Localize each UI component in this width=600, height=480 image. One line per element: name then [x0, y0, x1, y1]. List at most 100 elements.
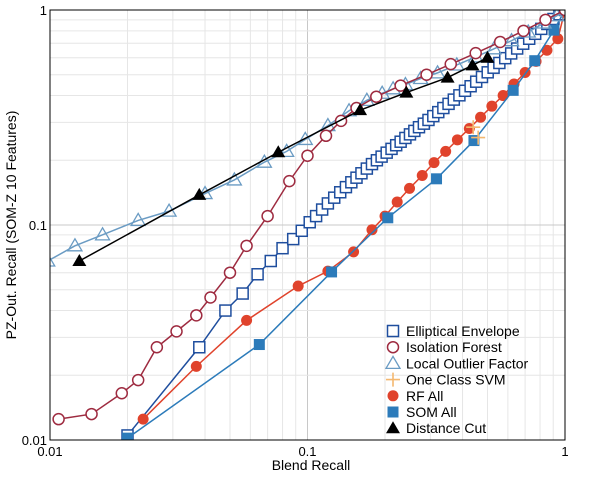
- y-tick-label: 0.1: [29, 218, 47, 233]
- isolation-forest-point: [150, 341, 164, 354]
- isolation-forest-point: [85, 407, 98, 421]
- legend-item-elliptical-envelope: Elliptical Envelope: [386, 323, 520, 339]
- distance-cut-point: [465, 58, 480, 71]
- elliptical-envelope-point: [251, 268, 264, 281]
- isolation-forest-point: [131, 373, 145, 387]
- rf-all-point: [541, 44, 553, 56]
- legend-som-all-label: SOM All: [406, 404, 457, 420]
- x-tick-label: 1: [561, 444, 568, 459]
- y-axis-label: PZ-Out. Recall (SOM-Z 10 Features): [3, 111, 19, 340]
- som-all-point: [529, 55, 541, 67]
- y-tick-label: 1: [40, 3, 47, 18]
- rf-all-point: [366, 224, 378, 236]
- isolation-forest-point: [115, 386, 129, 400]
- rf-all-point: [451, 134, 463, 146]
- isolation-forest-point: [539, 13, 552, 27]
- legend-rf-all-label: RF All: [406, 388, 443, 404]
- legend-one-class-svm-marker: [386, 372, 400, 387]
- distance-cut-point: [192, 187, 207, 200]
- legend-elliptical-envelope-label: Elliptical Envelope: [406, 323, 520, 339]
- legend-isolation-forest-marker: [386, 340, 400, 354]
- rf-all-point: [463, 123, 475, 135]
- legend-item-som-all: SOM All: [387, 404, 457, 420]
- legend-elliptical-envelope-marker: [386, 324, 400, 338]
- isolation-forest-point: [204, 291, 217, 304]
- distance-cut-point: [353, 103, 368, 116]
- distance-cut-point: [480, 50, 495, 63]
- rf-all-point: [190, 360, 202, 372]
- series-one-class-svm: [466, 120, 486, 145]
- isolation-forest-point: [283, 174, 296, 188]
- local-outlier-factor-point: [297, 131, 314, 146]
- isolation-forest-point: [334, 114, 348, 128]
- isolation-forest-point: [261, 209, 274, 223]
- distance-cut-point: [271, 145, 286, 158]
- legend-distance-cut-label: Distance Cut: [406, 420, 486, 436]
- elliptical-envelope-point: [286, 232, 300, 246]
- som-all-line: [127, 10, 565, 439]
- som-all-point: [253, 339, 265, 351]
- elliptical-envelope-point: [193, 341, 206, 354]
- legend-local-outlier-factor-marker: [384, 355, 402, 370]
- isolation-forest-point: [223, 266, 237, 279]
- distance-cut-point: [72, 254, 87, 267]
- isolation-forest-point: [558, 10, 565, 17]
- elliptical-envelope-point: [295, 224, 309, 238]
- legend-item-local-outlier-factor: Local Outlier Factor: [384, 355, 528, 371]
- local-outlier-factor-point: [130, 212, 147, 227]
- som-all-point: [122, 432, 134, 440]
- rf-all-point: [428, 157, 440, 169]
- rf-all-point: [404, 182, 416, 194]
- isolation-forest-point: [469, 46, 482, 60]
- rf-all-point: [475, 111, 487, 123]
- legend-item-one-class-svm: One Class SVM: [386, 372, 506, 388]
- legend-isolation-forest-label: Isolation Forest: [406, 339, 502, 355]
- rf-all-point: [241, 314, 253, 326]
- legend-item-rf-all: RF All: [387, 388, 443, 404]
- isolation-forest-point: [394, 79, 407, 92]
- legend-one-class-svm-label: One Class SVM: [406, 372, 506, 388]
- isolation-forest-point: [517, 24, 530, 38]
- distance-cut-point: [440, 70, 455, 83]
- rf-all-point: [137, 413, 149, 425]
- x-tick-label: 0.1: [298, 444, 316, 459]
- axis-ticks: 0.01 0.1 1 0.01 0.1 1: [22, 3, 569, 459]
- isolation-forest-point: [420, 68, 433, 81]
- rf-all-point: [486, 100, 498, 112]
- rf-all-point: [416, 169, 428, 181]
- elliptical-envelope-point: [236, 287, 249, 300]
- y-tick-label: 0.01: [22, 433, 47, 448]
- som-all-point: [326, 266, 338, 278]
- rf-all-point: [552, 33, 564, 45]
- local-outlier-factor-point: [503, 32, 520, 47]
- series-isolation-forest: [52, 10, 565, 426]
- local-outlier-factor-point: [485, 40, 503, 55]
- isolation-forest-point: [190, 309, 203, 322]
- isolation-forest-point: [493, 35, 507, 49]
- som-all-point: [468, 135, 480, 147]
- legend-distance-cut-marker: [386, 421, 400, 434]
- one-class-svm-point: [471, 130, 486, 145]
- elliptical-envelope-point: [276, 241, 289, 255]
- rf-all-point: [440, 145, 452, 157]
- isolation-forest-point: [170, 325, 183, 338]
- isolation-forest-point: [301, 149, 314, 162]
- one-class-svm-point: [466, 120, 481, 135]
- legend-som-all-marker: [387, 406, 399, 418]
- som-all-point: [507, 84, 519, 96]
- legend-item-distance-cut: Distance Cut: [386, 420, 486, 436]
- legend-rf-all-marker: [387, 390, 399, 402]
- local-outlier-factor-point: [50, 256, 56, 267]
- local-outlier-factor-point: [226, 171, 243, 186]
- isolation-forest-point: [319, 129, 333, 143]
- plot-frame: [49, 9, 566, 441]
- local-outlier-factor-point: [66, 237, 84, 252]
- series-distance-cut: [72, 50, 495, 267]
- legend-item-isolation-forest: Isolation Forest: [386, 339, 502, 355]
- rf-all-point: [391, 196, 403, 208]
- som-all-point: [431, 173, 443, 185]
- isolation-forest-point: [240, 239, 253, 253]
- x-tick-label: 0.01: [37, 444, 62, 459]
- rf-all-point: [292, 280, 304, 292]
